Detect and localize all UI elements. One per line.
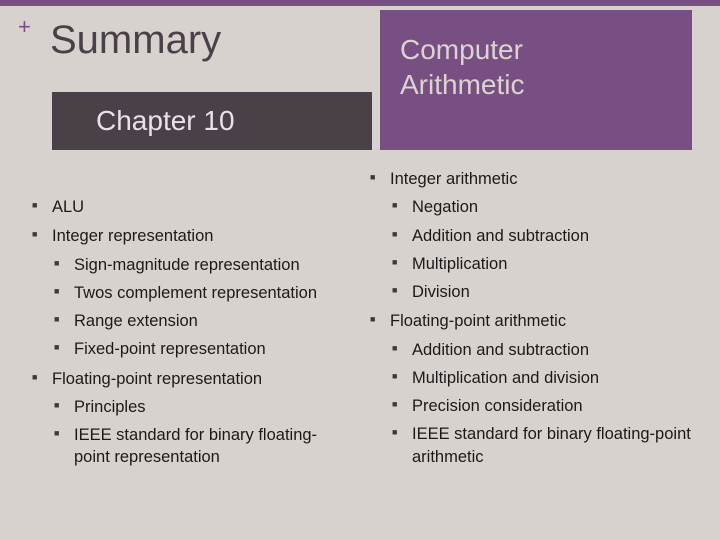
- item-label: Floating-point arithmetic: [390, 312, 566, 330]
- list-item: Fixed-point representation: [54, 338, 348, 360]
- item-label: Floating-point representation: [52, 370, 262, 388]
- plus-icon: +: [18, 14, 31, 40]
- list-item: Sign-magnitude representation: [54, 254, 348, 276]
- item-label: Negation: [412, 198, 478, 216]
- list-item: IEEE standard for binary floating-point …: [392, 423, 700, 468]
- list-item: Precision consideration: [392, 395, 700, 417]
- item-label: Multiplication: [412, 255, 507, 273]
- list-item: Negation: [392, 196, 700, 218]
- item-label: Division: [412, 283, 470, 301]
- item-label: Addition and subtraction: [412, 341, 589, 359]
- sub-list: Negation Addition and subtraction Multip…: [392, 196, 700, 303]
- item-label: IEEE standard for binary floating-point …: [74, 426, 317, 466]
- list-item: Floating-point arithmetic Addition and s…: [370, 310, 700, 468]
- right-list: Integer arithmetic Negation Addition and…: [370, 168, 700, 468]
- page-title: Summary: [50, 18, 221, 63]
- item-label: Sign-magnitude representation: [74, 256, 300, 274]
- list-item: Addition and subtraction: [392, 339, 700, 361]
- left-column: ALU Integer representation Sign-magnitud…: [0, 168, 360, 476]
- sub-list: Sign-magnitude representation Twos compl…: [54, 254, 348, 361]
- item-label: IEEE standard for binary floating-point …: [412, 425, 691, 465]
- item-label: Addition and subtraction: [412, 227, 589, 245]
- list-item: Division: [392, 281, 700, 303]
- list-item: Integer representation Sign-magnitude re…: [32, 225, 348, 360]
- list-item: IEEE standard for binary floating-point …: [54, 424, 348, 469]
- list-item: Floating-point representation Principles…: [32, 368, 348, 469]
- left-list: ALU Integer representation Sign-magnitud…: [32, 196, 348, 469]
- right-column: Integer arithmetic Negation Addition and…: [360, 168, 720, 476]
- sub-list: Principles IEEE standard for binary floa…: [54, 396, 348, 469]
- item-label: Principles: [74, 398, 146, 416]
- list-item: Twos complement representation: [54, 282, 348, 304]
- item-label: Fixed-point representation: [74, 340, 266, 358]
- item-label: ALU: [52, 198, 84, 216]
- subject-line-2: Arithmetic: [400, 67, 672, 102]
- subject-line-1: Computer: [400, 32, 672, 67]
- list-item: Range extension: [54, 310, 348, 332]
- chapter-label: Chapter 10: [96, 105, 235, 137]
- list-item: Integer arithmetic Negation Addition and…: [370, 168, 700, 303]
- item-label: Precision consideration: [412, 397, 583, 415]
- item-label: Integer representation: [52, 227, 213, 245]
- chapter-box: Chapter 10: [52, 92, 372, 150]
- list-item: Multiplication: [392, 253, 700, 275]
- item-label: Multiplication and division: [412, 369, 599, 387]
- content-area: ALU Integer representation Sign-magnitud…: [0, 168, 720, 476]
- list-item: Multiplication and division: [392, 367, 700, 389]
- list-item: Addition and subtraction: [392, 225, 700, 247]
- top-band: [0, 0, 720, 6]
- sub-list: Addition and subtraction Multiplication …: [392, 339, 700, 468]
- item-label: Twos complement representation: [74, 284, 317, 302]
- item-label: Integer arithmetic: [390, 170, 517, 188]
- list-item: ALU: [32, 196, 348, 218]
- list-item: Principles: [54, 396, 348, 418]
- subject-box: Computer Arithmetic: [380, 10, 692, 150]
- item-label: Range extension: [74, 312, 198, 330]
